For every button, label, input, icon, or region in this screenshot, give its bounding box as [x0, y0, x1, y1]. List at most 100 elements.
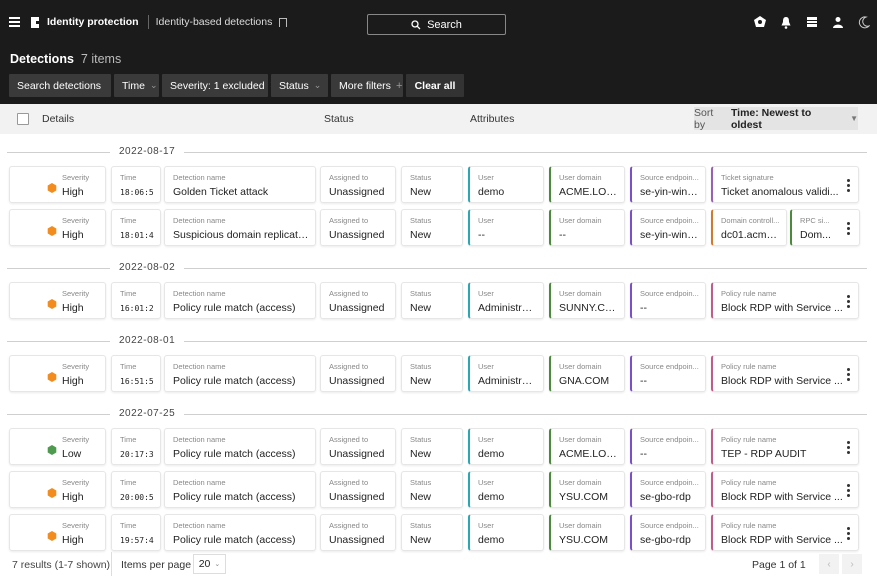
next-page-button[interactable]: › — [842, 554, 862, 574]
table-row[interactable]: Severity Low Time 20:17:3 Detection name Poli… — [0, 426, 877, 469]
time-filter[interactable]: Time ⌄ — [114, 74, 159, 97]
chevron-down-icon: ⌄ — [214, 561, 221, 568]
attribute-card: User demo — [468, 428, 544, 465]
attribute-card-value: GNA.COM — [559, 375, 610, 387]
more-options-icon[interactable] — [840, 366, 856, 382]
table-row[interactable]: Severity High Time 18:01:4 Detection name Sus… — [0, 207, 877, 250]
assigned-to-card-label: Assigned to — [329, 521, 369, 530]
attribute-card-value: TEP - RDP AUDIT — [721, 448, 807, 460]
items-per-page-select[interactable]: 20 ⌄ — [193, 554, 226, 574]
more-options-icon[interactable] — [840, 525, 856, 541]
attribute-card-value: Block RDP with Service ... — [721, 375, 843, 387]
attribute-card: User domain -- — [549, 209, 625, 246]
attribute-card-value: se-yin-win1... — [640, 229, 700, 241]
breadcrumb[interactable]: Identity-based detections — [155, 16, 273, 28]
attribute-card: Source endpoin... -- — [630, 355, 706, 392]
detection-name-card: Detection name Policy rule match (access) — [164, 514, 316, 551]
severity-filter-label: Severity: 1 excluded — [170, 79, 265, 92]
severity-filter[interactable]: Severity: 1 excluded ✕ — [162, 74, 277, 97]
detection-name-card-label: Detection name — [173, 435, 226, 444]
more-options-icon[interactable] — [840, 482, 856, 498]
prev-page-button[interactable]: ‹ — [819, 554, 839, 574]
time-card-value: 20:17:3 — [120, 450, 154, 459]
console-icon[interactable] — [799, 16, 825, 28]
attribute-card-value: -- — [640, 302, 647, 314]
table-row[interactable]: Severity High Time 20:00:5 Detection name Pol… — [0, 469, 877, 512]
attribute-card: User Administrat... — [468, 282, 544, 319]
assigned-to-card-value: Unassigned — [329, 534, 385, 546]
attribute-card-label: Source endpoin... — [640, 521, 699, 530]
attribute-card: Policy rule name Block RDP with Service .… — [711, 514, 859, 551]
sort-prefix: Sort by — [694, 106, 714, 131]
time-card-value: 20:00:5 — [120, 493, 154, 502]
more-options-icon[interactable] — [840, 220, 856, 236]
severity-card-label: Severity — [62, 173, 90, 182]
assigned-to-card: Assigned to Unassigned — [320, 471, 396, 508]
column-header: Details Status Attributes Sort by Time: … — [0, 104, 877, 134]
assigned-to-card: Assigned to Unassigned — [320, 428, 396, 465]
severity-card: Severity High — [9, 282, 106, 319]
status-card: Status New — [401, 514, 463, 551]
sort-value: Time: Newest to oldest — [730, 106, 812, 131]
detection-name-card-value: Suspicious domain replication — [173, 229, 310, 241]
search-detections-filter[interactable]: Search detections — [9, 74, 111, 97]
table-row[interactable]: Severity High Time 19:57:4 Detection name Pol… — [0, 512, 877, 555]
moon-icon[interactable] — [851, 15, 877, 29]
time-card-label: Time — [120, 362, 137, 371]
more-options-icon[interactable] — [840, 293, 856, 309]
divider — [7, 268, 867, 269]
time-card-label: Time — [120, 521, 137, 530]
attribute-card-value: se-yin-win1... — [640, 186, 700, 198]
assigned-to-card: Assigned to Unassigned — [320, 514, 396, 551]
attribute-card-label: RPC si... — [800, 216, 830, 225]
table-row[interactable]: Severity High Time 16:01:2 Detection name Pol… — [0, 280, 877, 323]
table-row[interactable]: Severity High Time 16:51:5 Detection name Pol… — [0, 353, 877, 396]
severity-card-value: Low — [62, 448, 82, 460]
attribute-card-value: YSU.COM — [559, 491, 609, 503]
severity-icon — [47, 445, 57, 455]
more-filters-button[interactable]: More filters + — [331, 74, 403, 97]
attribute-card-label: User — [478, 216, 494, 225]
severity-icon — [47, 372, 57, 382]
divider — [7, 152, 867, 153]
divider — [111, 552, 112, 576]
attribute-card-label: Ticket signature — [721, 173, 774, 182]
attribute-card-value: YSU.COM — [559, 534, 609, 546]
help-icon[interactable] — [747, 15, 773, 29]
time-card: Time 16:01:2 — [111, 282, 161, 319]
table-row[interactable]: Severity High Time 18:06:5 Detection name Gol… — [0, 164, 877, 207]
more-options-icon[interactable] — [840, 177, 856, 193]
more-options-icon[interactable] — [840, 439, 856, 455]
attribute-card-value: demo — [478, 186, 505, 198]
time-card-label: Time — [120, 435, 137, 444]
status-card-value: New — [410, 302, 432, 314]
attribute-card: Policy rule name TEP - RDP AUDIT — [711, 428, 859, 465]
attribute-card-value: SUNNY.COM — [559, 302, 619, 314]
attribute-card: User domain GNA.COM — [549, 355, 625, 392]
user-icon[interactable] — [825, 16, 851, 28]
attribute-card-label: User — [478, 289, 494, 298]
clear-all-button[interactable]: Clear all — [406, 74, 464, 97]
status-card-label: Status — [410, 216, 432, 225]
attribute-card-label: Policy rule name — [721, 478, 777, 487]
app-title[interactable]: Identity protection — [47, 16, 139, 28]
detections-header: Detections 7 items Search detections Time… — [0, 44, 877, 104]
menu-icon[interactable] — [9, 17, 20, 27]
severity-card-value: High — [62, 491, 84, 503]
search-button[interactable]: Search — [367, 14, 506, 35]
time-card: Time 18:06:5 — [111, 166, 161, 203]
severity-card: Severity High — [9, 355, 106, 392]
attribute-card: User Administrat... — [468, 355, 544, 392]
bell-icon[interactable] — [773, 16, 799, 29]
attribute-card-value: Block RDP with Service ... — [721, 534, 843, 546]
sort-dropdown[interactable]: Sort by Time: Newest to oldest ▼ — [694, 106, 858, 131]
time-card-value: 19:57:4 — [120, 536, 154, 545]
attribute-card: User demo — [468, 514, 544, 551]
assigned-to-card-label: Assigned to — [329, 435, 369, 444]
select-all-checkbox[interactable] — [17, 113, 29, 125]
status-filter[interactable]: Status ⌄ — [271, 74, 328, 97]
attribute-card-label: Domain controll... — [721, 216, 780, 225]
bookmark-icon[interactable] — [279, 17, 288, 27]
attribute-card-value: -- — [640, 448, 647, 460]
attribute-card: User domain ACME.LOC... — [549, 166, 625, 203]
